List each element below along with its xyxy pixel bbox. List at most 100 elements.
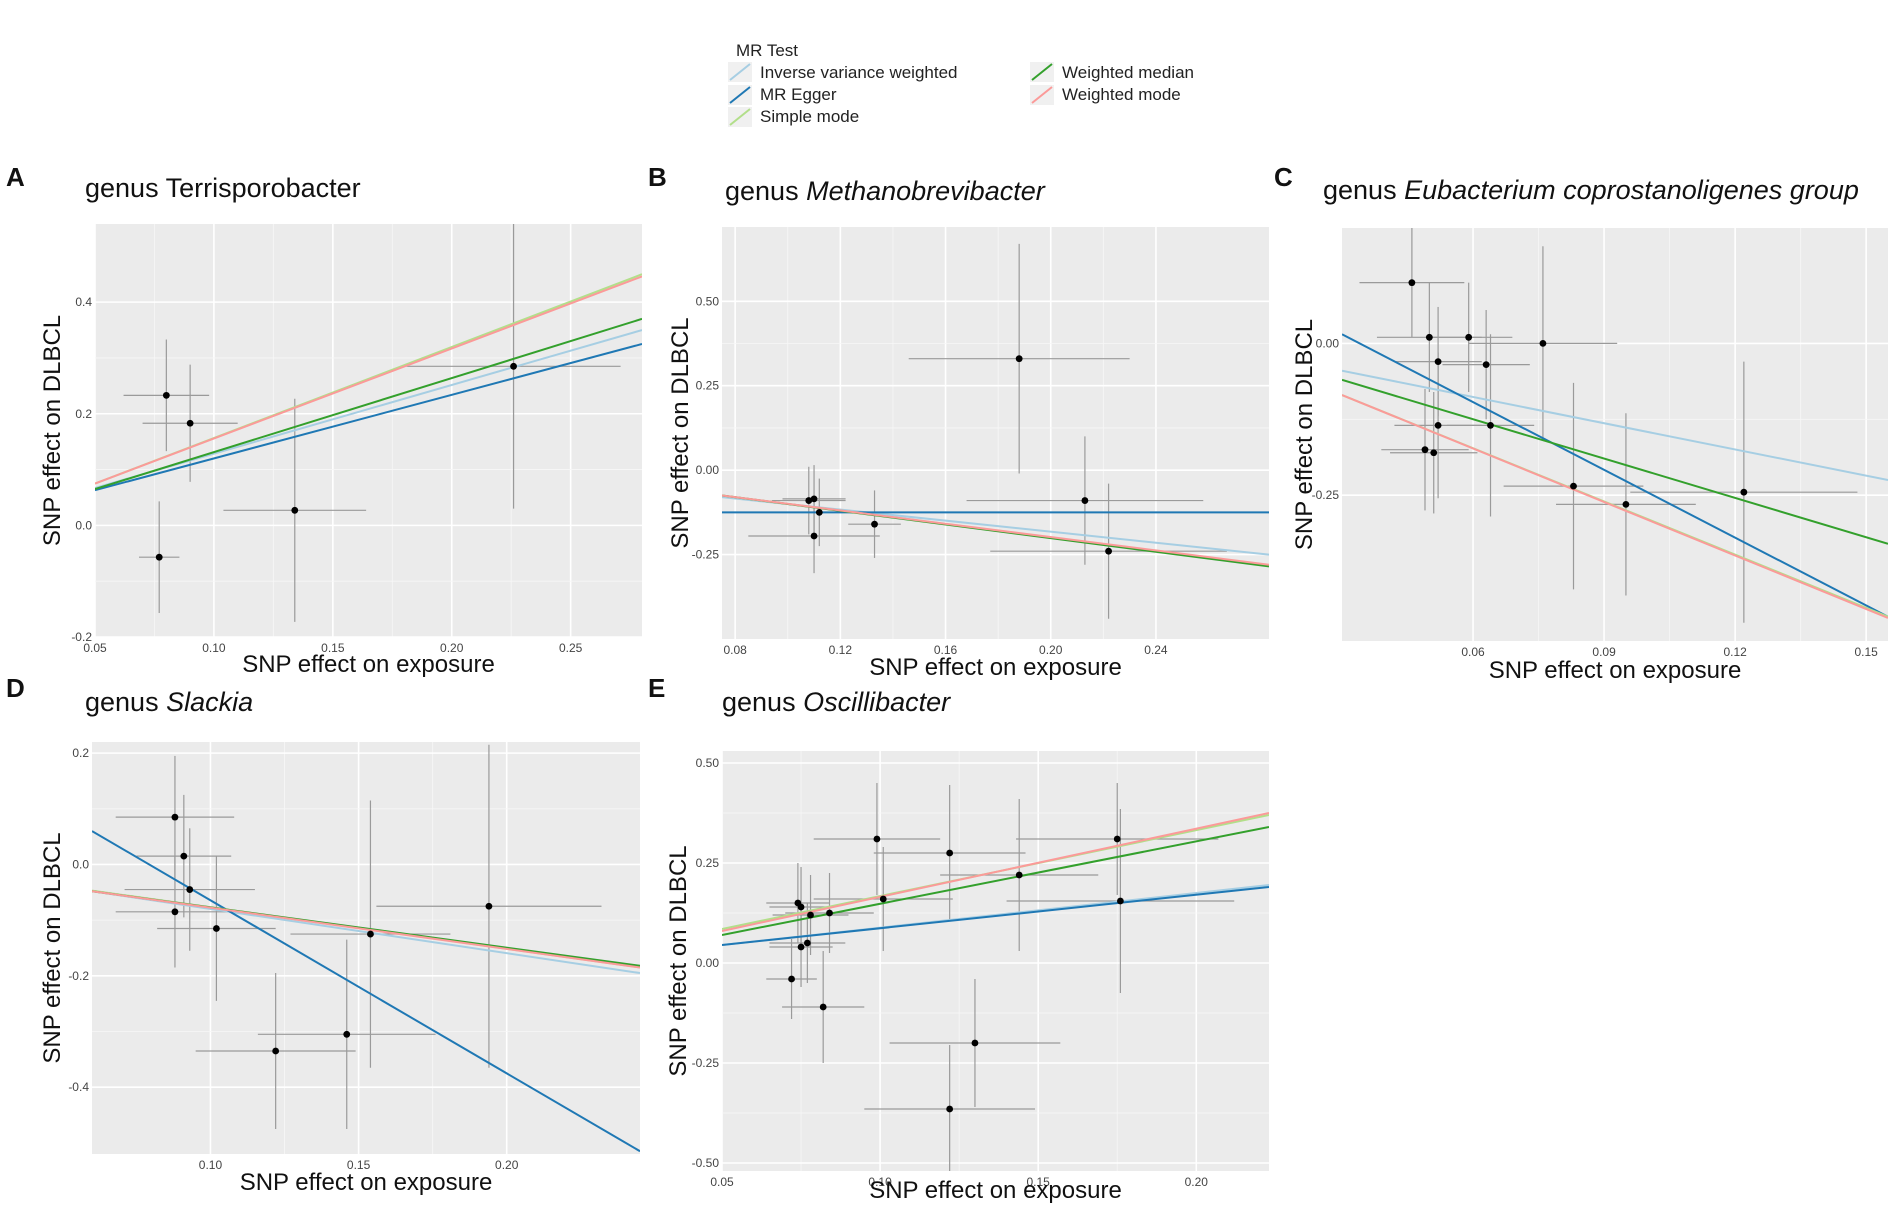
data-point — [171, 908, 179, 916]
svg-text:Inverse variance weighted: Inverse variance weighted — [760, 63, 958, 82]
regression-lines — [722, 494, 1269, 568]
x-tick-label: 0.08 — [723, 643, 747, 657]
data-point — [797, 903, 805, 911]
y-tick-label: 0.00 — [696, 956, 720, 970]
data-point — [819, 1003, 827, 1011]
svg-text:Weighted mode: Weighted mode — [1062, 85, 1181, 104]
y-axis-title: SNP effect on DLBCL — [39, 315, 66, 546]
panel-letter: A — [6, 162, 25, 192]
legend-title: MR Test — [736, 41, 798, 60]
panel-letter: D — [6, 673, 25, 703]
data-point — [186, 419, 194, 427]
x-tick-label: 0.10 — [202, 641, 226, 655]
data-point — [1482, 361, 1490, 369]
title-prefix: genus — [85, 173, 166, 203]
data-point — [1081, 497, 1089, 504]
data-point — [815, 508, 823, 516]
plot-background — [1342, 228, 1888, 641]
data-point — [1570, 482, 1577, 490]
y-tick-label: 0.4 — [75, 295, 92, 309]
title-genus-name: Eubacterium coprostanoligenes group — [1404, 175, 1859, 205]
x-tick-label: 0.15 — [1854, 645, 1878, 659]
data-point — [1425, 333, 1433, 341]
data-point — [1465, 333, 1473, 341]
x-tick-labels: 0.05 0.10 0.15 0.20 — [710, 1175, 1208, 1189]
plot-background — [722, 227, 1269, 639]
title-genus-name: Terrisporobacter — [166, 173, 361, 203]
x-tick-label: 0.05 — [83, 641, 107, 655]
x-tick-label: 0.10 — [868, 1175, 892, 1189]
x-tick-label: 0.10 — [199, 1158, 223, 1172]
data-points — [155, 362, 517, 561]
regression-line-mr-egger — [1342, 333, 1888, 618]
data-point — [1015, 871, 1023, 879]
x-tick-label: 0.15 — [1027, 1175, 1051, 1189]
data-point — [807, 911, 814, 919]
y-tick-label: 0.2 — [72, 746, 89, 760]
legend: MR Test Inverse variance weighted MR Egg… — [728, 41, 1194, 127]
y-tick-labels: -0.25 0.00 0.25 0.50 — [692, 294, 720, 561]
x-tick-label: 0.05 — [710, 1175, 734, 1189]
data-point — [155, 553, 163, 561]
data-point — [1434, 358, 1442, 366]
data-point — [810, 532, 818, 540]
x-tick-labels: 0.05 0.10 0.15 0.20 0.25 — [83, 641, 582, 655]
y-tick-label: 0.0 — [72, 857, 89, 871]
y-tick-label: -0.4 — [68, 1080, 89, 1094]
regression-line-weighted-mode — [722, 494, 1269, 566]
data-point — [1113, 835, 1121, 843]
regression-line-mr-egger — [722, 886, 1269, 946]
x-tick-label: 0.25 — [559, 641, 583, 655]
data-point — [871, 520, 878, 528]
x-tick-label: 0.12 — [829, 643, 853, 657]
title-prefix: genus — [85, 687, 166, 717]
legend-item-weighted-median: Weighted median — [1030, 62, 1194, 82]
y-tick-label: -0.2 — [68, 969, 89, 983]
legend-item-simple-mode: Simple mode — [728, 107, 859, 127]
y-tick-label: -0.50 — [692, 1156, 720, 1170]
plot-background — [95, 224, 642, 637]
y-tick-label: 0.0 — [75, 518, 92, 532]
data-point — [826, 909, 833, 917]
data-point — [343, 1030, 351, 1038]
y-axis-title: SNP effect on DLBCL — [667, 317, 694, 548]
title-genus-name: Slackia — [166, 687, 253, 717]
regression-line-weighted-mode — [722, 812, 1269, 932]
data-point — [946, 1105, 954, 1113]
data-point — [803, 939, 811, 947]
title-prefix: genus — [722, 687, 803, 717]
data-point — [510, 362, 517, 370]
data-point — [971, 1039, 979, 1047]
x-axis-title: SNP effect on exposure — [869, 1177, 1122, 1204]
grid — [95, 224, 642, 637]
data-point — [873, 835, 881, 843]
regression-lines — [1342, 333, 1888, 619]
data-point — [186, 886, 194, 893]
y-tick-labels: -0.4 -0.2 0.0 0.2 — [68, 746, 89, 1094]
data-point — [1434, 421, 1442, 429]
data-point — [1430, 449, 1438, 457]
panel-letter: C — [1274, 162, 1293, 192]
panel-title: genus Slackia — [85, 687, 253, 717]
y-tick-labels: -0.25 0.00 — [1312, 336, 1340, 502]
y-axis-title: SNP effect on DLBCL — [1291, 319, 1318, 550]
data-point — [1622, 500, 1630, 508]
x-tick-label: 0.15 — [347, 1158, 371, 1172]
x-tick-label: 0.12 — [1723, 645, 1747, 659]
panel-letter: E — [648, 673, 665, 703]
data-point — [1421, 446, 1429, 454]
y-tick-label: -0.25 — [1312, 488, 1340, 502]
x-tick-label: 0.15 — [321, 641, 345, 655]
data-point — [162, 391, 170, 399]
x-axis-title: SNP effect on exposure — [242, 651, 495, 678]
x-tick-label: 0.06 — [1461, 645, 1485, 659]
data-point — [171, 813, 179, 821]
x-tick-labels: 0.06 0.09 0.12 0.15 — [1461, 645, 1878, 659]
y-tick-label: 0.00 — [1316, 336, 1340, 350]
regression-line-weighted-mode — [1342, 394, 1888, 619]
svg-text:Simple mode: Simple mode — [760, 107, 859, 126]
